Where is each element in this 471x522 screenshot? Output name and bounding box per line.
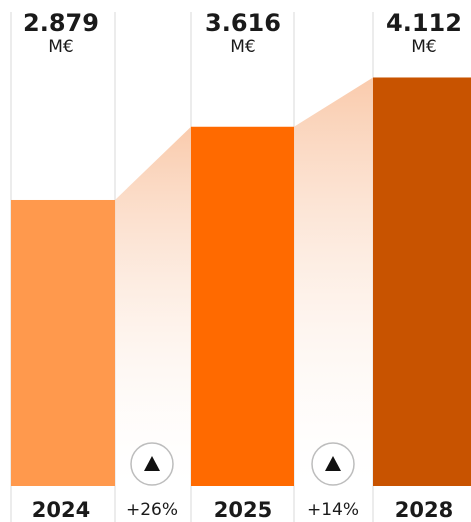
growth-label-2: +14% — [307, 500, 359, 520]
growth-badge-2 — [311, 442, 355, 486]
bar-2028 — [373, 77, 471, 486]
bars — [11, 77, 471, 487]
growth-connectors — [115, 77, 373, 486]
triangle-up-icon — [144, 456, 160, 471]
growth-connector — [115, 126, 191, 486]
growth-connector — [294, 77, 373, 486]
year-label-2025: 2025 — [214, 498, 272, 522]
bar-2024 — [11, 199, 115, 487]
growth-label-1: +26% — [126, 500, 178, 520]
unit-label-2028: M€ — [411, 37, 436, 57]
growth-badge-1 — [130, 442, 174, 486]
bar-2025 — [191, 126, 294, 486]
unit-label-2025: M€ — [230, 37, 255, 57]
unit-label-2024: M€ — [48, 37, 73, 57]
year-label-2028: 2028 — [395, 498, 453, 522]
value-label-2024: 2.879 — [23, 9, 99, 37]
value-label-2028: 4.112 — [386, 9, 462, 37]
triangle-up-icon — [325, 456, 341, 471]
value-label-2025: 3.616 — [205, 9, 281, 37]
year-label-2024: 2024 — [32, 498, 90, 522]
